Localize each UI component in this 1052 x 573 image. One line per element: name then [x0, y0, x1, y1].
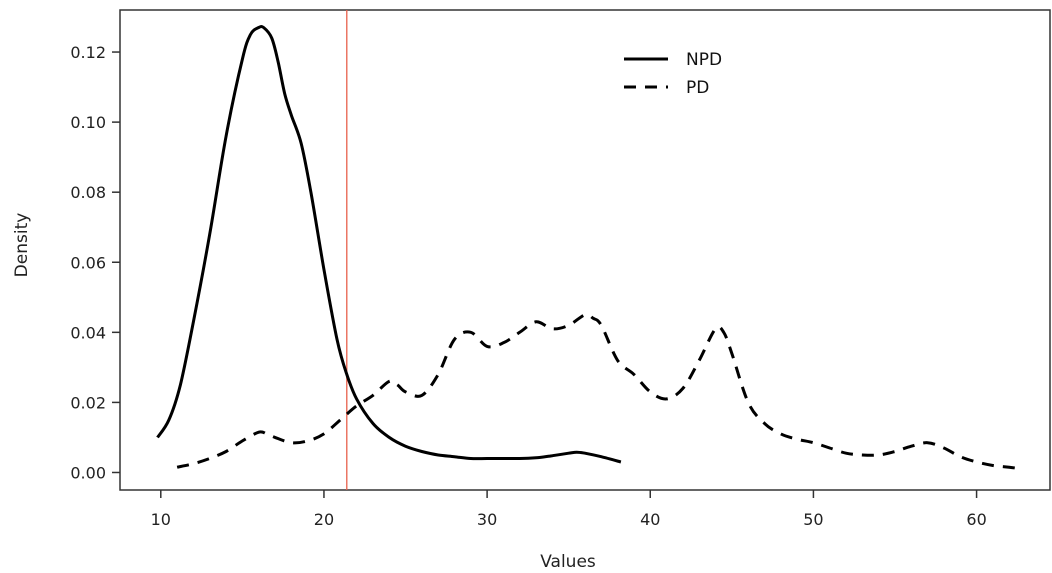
y-tick-label: 0.12 — [70, 43, 106, 62]
y-tick-label: 0.06 — [70, 253, 106, 272]
x-axis-title: Values — [540, 552, 596, 572]
y-tick-label: 0.10 — [70, 113, 106, 132]
plot-frame — [119, 9, 1051, 491]
x-tick-label: 60 — [966, 510, 986, 529]
y-tick-label: 0.08 — [70, 183, 106, 202]
x-tick-label: 10 — [151, 510, 171, 529]
series-line-pd — [176, 313, 1018, 470]
x-tick-label: 30 — [477, 510, 497, 529]
y-tick-label: 0.02 — [70, 393, 106, 412]
x-tick-label: 50 — [803, 510, 823, 529]
x-axis: 10 20 30 40 50 60 — [151, 490, 987, 529]
y-axis-title: Density — [12, 213, 32, 278]
series-line-npd — [156, 24, 622, 464]
y-tick-label: 0.00 — [70, 463, 106, 482]
y-tick-label: 0.04 — [70, 323, 106, 342]
x-tick-label: 20 — [314, 510, 334, 529]
legend: NPD PD — [624, 50, 722, 98]
x-tick-label: 40 — [640, 510, 660, 529]
legend-label-pd: PD — [686, 78, 709, 98]
y-axis: 0.00 0.02 0.04 0.06 0.08 0.10 0.12 — [70, 43, 120, 482]
series-layer — [156, 24, 1018, 470]
legend-label-npd: NPD — [686, 50, 722, 70]
